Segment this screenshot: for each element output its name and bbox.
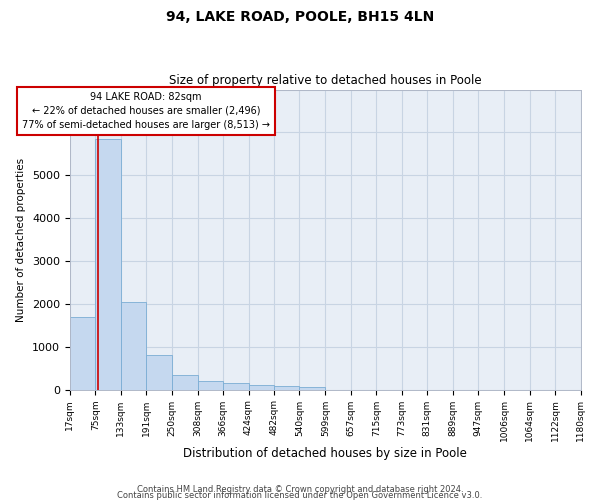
Text: 94 LAKE ROAD: 82sqm
← 22% of detached houses are smaller (2,496)
77% of semi-det: 94 LAKE ROAD: 82sqm ← 22% of detached ho… (22, 92, 270, 130)
Bar (95, 139, 121, 390)
Text: 94, LAKE ROAD, POOLE, BH15 4LN: 94, LAKE ROAD, POOLE, BH15 4LN (166, 10, 434, 24)
Bar (172, 376, 197, 390)
Bar (146, 356, 172, 390)
Bar (299, 387, 325, 390)
Text: Contains public sector information licensed under the Open Government Licence v3: Contains public sector information licen… (118, 491, 482, 500)
Bar (121, 302, 146, 390)
Title: Size of property relative to detached houses in Poole: Size of property relative to detached ho… (169, 74, 481, 87)
Bar (248, 385, 274, 390)
Y-axis label: Number of detached properties: Number of detached properties (16, 158, 26, 322)
Bar (274, 386, 299, 390)
X-axis label: Distribution of detached houses by size in Poole: Distribution of detached houses by size … (183, 447, 467, 460)
Bar (70, 316, 95, 390)
Bar (197, 380, 223, 390)
Text: Contains HM Land Registry data © Crown copyright and database right 2024.: Contains HM Land Registry data © Crown c… (137, 484, 463, 494)
Bar (223, 383, 248, 390)
